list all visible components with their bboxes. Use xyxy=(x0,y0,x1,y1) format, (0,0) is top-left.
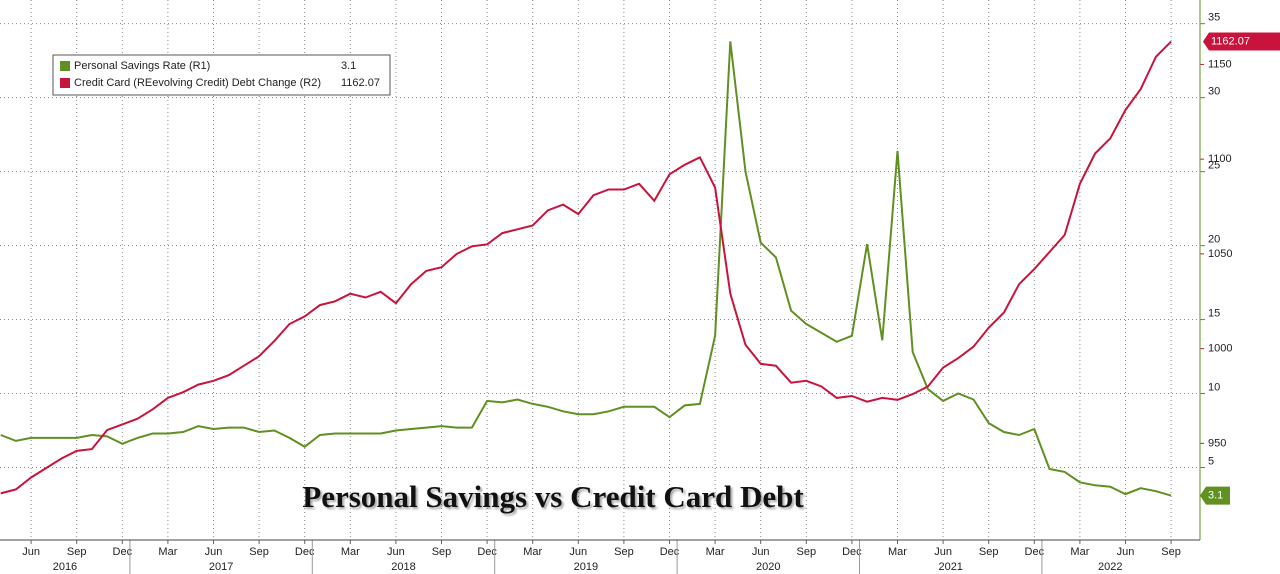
x-tick-label: Sep xyxy=(249,546,269,558)
x-tick-label: Dec xyxy=(295,546,315,558)
y-tick-label: 35 xyxy=(1208,12,1220,24)
x-tick-label: Dec xyxy=(660,546,680,558)
x-tick-label: Jun xyxy=(934,546,952,558)
series-line xyxy=(0,41,1172,497)
x-tick-label: Sep xyxy=(614,546,634,558)
y2-tick-label: 1150 xyxy=(1208,58,1232,70)
y2-tick-label: 950 xyxy=(1208,437,1226,449)
x-tick-label: Dec xyxy=(1025,546,1045,558)
y-tick-label: 25 xyxy=(1208,160,1220,172)
value-badge xyxy=(1203,32,1280,51)
legend-value: 3.1 xyxy=(341,60,356,72)
year-label: 2021 xyxy=(938,561,962,573)
x-tick-label: Mar xyxy=(706,546,725,558)
x-tick-label: Sep xyxy=(67,546,87,558)
legend-swatch xyxy=(60,78,70,88)
x-tick-label: Jun xyxy=(752,546,770,558)
x-tick-label: Jun xyxy=(569,546,587,558)
year-label: 2016 xyxy=(53,561,77,573)
x-tick-label: Dec xyxy=(477,546,497,558)
y-tick-label: 10 xyxy=(1208,381,1220,393)
x-tick-label: Mar xyxy=(158,546,177,558)
legend-value: 1162.07 xyxy=(341,77,380,89)
x-tick-label: Sep xyxy=(1161,546,1181,558)
y-tick-label: 20 xyxy=(1208,233,1220,245)
x-tick-label: Sep xyxy=(432,546,452,558)
legend xyxy=(52,54,391,96)
y-tick-label: 15 xyxy=(1208,307,1220,319)
legend-label: Personal Savings Rate (R1) xyxy=(74,60,210,72)
x-tick-label: Jun xyxy=(1117,546,1135,558)
year-label: 2019 xyxy=(574,561,598,573)
y2-tick-label: 1050 xyxy=(1208,248,1232,260)
y2-tick-label: 1100 xyxy=(1208,153,1232,165)
legend-swatch xyxy=(60,61,70,71)
x-tick-label: Jun xyxy=(205,546,223,558)
year-label: 2020 xyxy=(756,561,780,573)
legend-label: Credit Card (REevolving Credit) Debt Cha… xyxy=(74,77,321,89)
chart-title: Personal Savings vs Credit Card Debt xyxy=(302,479,804,514)
x-tick-label: Jun xyxy=(387,546,405,558)
x-tick-label: Jun xyxy=(22,546,40,558)
x-tick-label: Mar xyxy=(341,546,360,558)
x-tick-label: Dec xyxy=(842,546,862,558)
year-label: 2018 xyxy=(391,561,415,573)
x-tick-label: Mar xyxy=(523,546,542,558)
y-tick-label: 5 xyxy=(1208,455,1214,467)
value-badge xyxy=(1200,486,1230,505)
year-label: 2017 xyxy=(209,561,233,573)
series-line xyxy=(0,40,1172,495)
x-tick-label: Sep xyxy=(797,546,817,558)
y-tick-label: 30 xyxy=(1208,86,1220,98)
y2-tick-label: 1000 xyxy=(1208,343,1232,355)
value-label: 1162.07 xyxy=(1211,35,1250,47)
value-label: 3.1 xyxy=(1208,490,1223,502)
x-tick-label: Mar xyxy=(1070,546,1089,558)
year-label: 2022 xyxy=(1098,561,1122,573)
x-tick-label: Dec xyxy=(113,546,133,558)
x-tick-label: Mar xyxy=(888,546,907,558)
x-tick-label: Sep xyxy=(979,546,999,558)
